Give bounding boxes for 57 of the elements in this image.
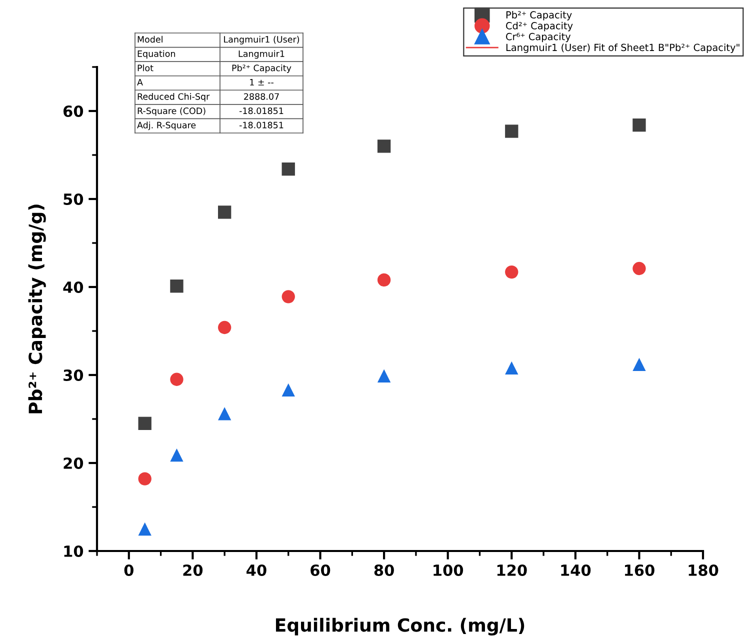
- annotation: Adj. R-Square: [137, 122, 196, 130]
- y-tick-label: 60: [63, 105, 84, 118]
- annotation: A: [137, 79, 143, 86]
- point: [218, 320, 232, 334]
- point: [138, 472, 152, 486]
- y-tick-label: 50: [64, 193, 84, 206]
- legend-label: Cr⁶⁺ Capacity: [506, 32, 571, 42]
- point: [170, 280, 184, 293]
- x-tick-label: 20: [183, 564, 203, 576]
- annotation: Plot: [138, 64, 154, 72]
- legend-label: Langmuir1 (User) Fit of Sheet1 B"Pb²⁺ Capacity": [506, 44, 740, 54]
- annotation: Reduced Chi-Sqr: [138, 93, 210, 102]
- annotation: R-Square (COD): [138, 107, 206, 116]
- point: [170, 372, 184, 386]
- point: [632, 262, 646, 276]
- x-tick-label: 160: [624, 564, 654, 576]
- point: [218, 206, 232, 219]
- y-tick-label: 30: [64, 369, 84, 382]
- x-axis-title: Equilibrium Conc. (mg/L): [276, 618, 524, 636]
- annotation: 1 ± --: [250, 79, 274, 86]
- point: [170, 448, 184, 462]
- point: [282, 383, 295, 397]
- text: Model: [138, 36, 162, 43]
- x-tick-label: 120: [497, 564, 527, 576]
- legend-label: Cd²⁺ Capacity: [506, 22, 573, 32]
- x-tick-label: 80: [374, 564, 394, 576]
- y-tick-label: 40: [63, 281, 84, 294]
- x-tick-label: 180: [688, 564, 718, 576]
- annotation: -18.01851: [239, 122, 284, 128]
- point: [505, 361, 518, 375]
- y-tick-label: 20: [64, 457, 84, 470]
- x-tick-label: 40: [246, 564, 266, 576]
- point: [282, 290, 295, 304]
- annotation: 2888.07: [244, 93, 279, 100]
- point: [505, 265, 518, 279]
- text: Langmuir1 (User): [224, 36, 300, 44]
- x-tick-label: 60: [310, 564, 330, 576]
- x-tick-label: 140: [561, 564, 591, 576]
- legend-label: Pb²⁺ Capacity: [506, 10, 572, 20]
- annotation: Pb²⁺ Capacity: [232, 64, 292, 73]
- y-axis-title: Pb²⁺ Capacity (mg/g): [28, 204, 46, 414]
- annotation: -18.01851: [239, 107, 284, 114]
- point: [377, 140, 391, 153]
- point: [632, 358, 646, 372]
- point: [218, 407, 232, 420]
- point: [282, 162, 295, 176]
- point: [377, 369, 391, 382]
- point: [377, 273, 391, 287]
- x-tick-label: 0: [124, 564, 134, 576]
- text: Equation: [138, 50, 176, 59]
- y-tick-label: 10: [64, 545, 84, 558]
- text: Langmuir1: [238, 50, 284, 59]
- point: [138, 416, 152, 430]
- point: [138, 522, 152, 536]
- x-tick-label: 100: [434, 564, 464, 576]
- point: [505, 124, 518, 138]
- point: [632, 118, 646, 132]
